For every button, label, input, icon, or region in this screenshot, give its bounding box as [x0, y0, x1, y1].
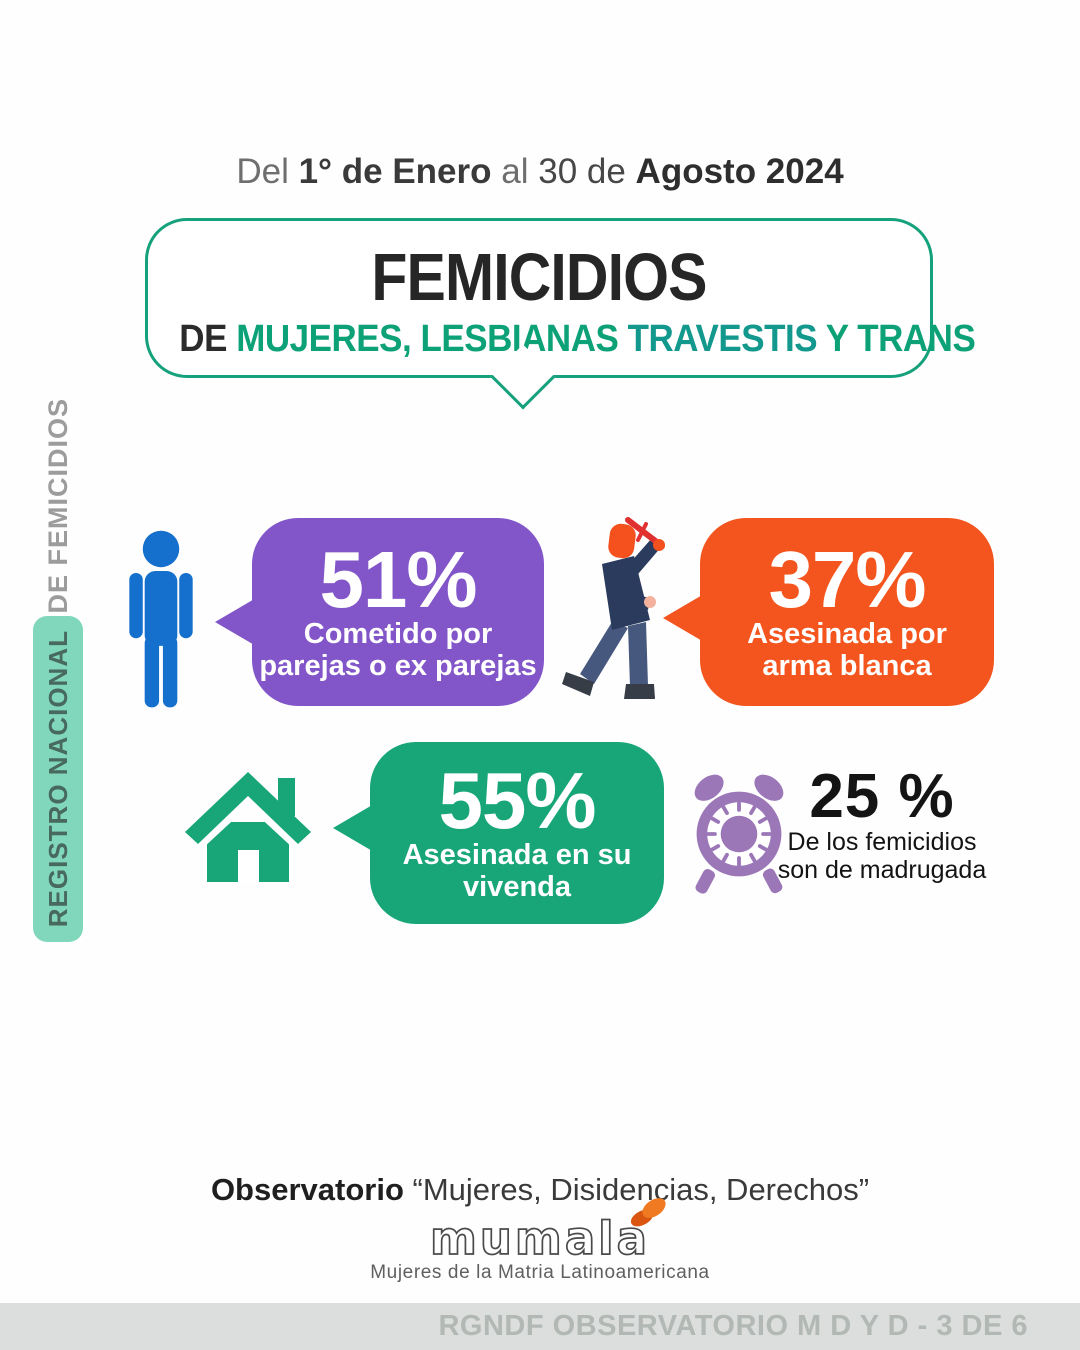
subtitle-segment: DE	[179, 318, 237, 360]
stat-line: Asesinada en su	[402, 838, 632, 871]
butterfly-icon	[630, 1198, 666, 1227]
stat-bubble-arma-blanca: 37% Asesinada por arma blanca	[663, 518, 994, 706]
bubble-tail	[333, 804, 374, 852]
house-icon	[183, 763, 313, 893]
stat-line: vivenda	[463, 871, 571, 903]
stat-line: son de madrugada	[777, 856, 987, 884]
subtitle-segment: TRAVESTIS	[627, 318, 826, 360]
subtitle-segment: Y TRANS	[825, 318, 976, 360]
page-title: FEMICIDIOS	[371, 240, 707, 315]
date-segment: 30 de	[538, 152, 636, 191]
subtitle-segment: MUJERES, LESBIANAS	[236, 318, 628, 360]
vertical-label-registro-nacional: REGISTRO NACIONAL	[33, 616, 83, 942]
alarm-clock-icon	[686, 770, 792, 898]
stat-line: De los femicidios	[787, 828, 977, 856]
attacker-icon	[556, 502, 688, 714]
stat-line: arma blanca	[762, 650, 932, 682]
date-segment: Agosto 2024	[635, 152, 844, 191]
page-tag: RGNDF OBSERVATORIO M D Y D - 3 DE 6	[438, 1310, 1028, 1342]
date-segment: 1° de Enero	[298, 152, 492, 191]
stat-value: 37%	[768, 534, 926, 624]
mumala-tagline: Mujeres de la Matria Latinoamericana	[370, 1262, 710, 1283]
date-range: Del 1° de Enero al 30 de Agosto 2024	[0, 152, 1080, 192]
stat-line: parejas o ex parejas	[259, 650, 537, 682]
stat-value: 25 %	[809, 762, 955, 831]
observatory-line: Observatorio “Mujeres, Disidencias, Dere…	[0, 1172, 1080, 1208]
date-segment: Del	[236, 152, 299, 191]
stat-line: Asesinada por	[747, 617, 947, 650]
vertical-label-text: DE FEMICIDIOS	[42, 398, 73, 614]
bubble-tail	[215, 598, 256, 646]
footer-bar: RGNDF OBSERVATORIO M D Y D - 3 DE 6	[0, 1303, 1080, 1350]
page-subtitle: DE MUJERES, LESBIANAS TRAVESTIS Y TRANS	[179, 318, 975, 361]
stat-bubble-vivienda: 55% Asesinada en su vivenda	[333, 742, 664, 924]
observatory-label: Observatorio	[210, 1172, 404, 1207]
stat-value: 55%	[438, 755, 596, 845]
bubble-tail	[663, 594, 704, 642]
title-speech-bubble: FEMICIDIOS DE MUJERES, LESBIANAS TRAVEST…	[145, 218, 976, 410]
stat-madrugada: 25 % De los femicidios son de madrugada	[776, 762, 988, 885]
date-segment: al	[491, 152, 539, 191]
stat-line: Cometido por	[303, 617, 493, 650]
observatory-name: “Mujeres, Disidencias, Derechos”	[412, 1172, 870, 1207]
person-icon	[113, 528, 209, 712]
mumala-logo-text: mumala	[429, 1211, 650, 1266]
vertical-pill-text: REGISTRO NACIONAL	[42, 630, 73, 928]
stat-value: 51%	[319, 534, 477, 624]
stat-bubble-parejas: 51% Cometido por parejas o ex parejas	[215, 518, 544, 706]
vertical-label-de-femicidios: DE FEMICIDIOS	[33, 398, 83, 614]
mumala-logo: mumala	[0, 1198, 1080, 1266]
